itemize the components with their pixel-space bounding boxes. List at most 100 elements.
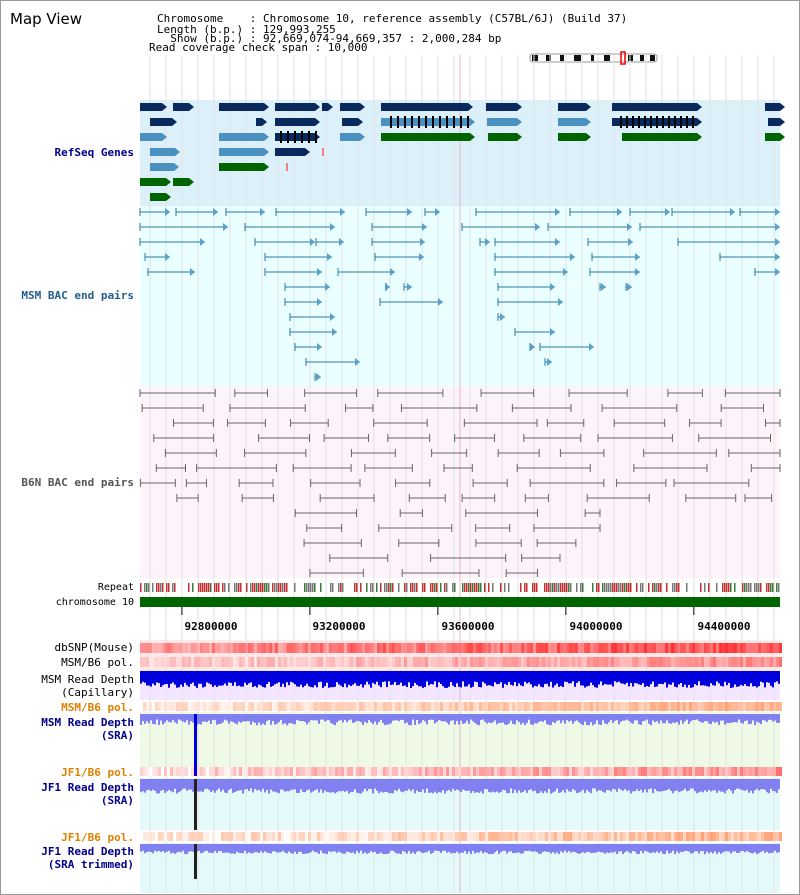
heat-cell [656, 702, 659, 711]
depth-bar [376, 671, 378, 682]
exon-mark [686, 116, 688, 128]
heat-cell [332, 702, 335, 711]
depth-bar [298, 671, 300, 687]
depth-bar [338, 714, 340, 721]
heat-cell [416, 643, 419, 653]
label-line-2: (SRA) [100, 794, 134, 807]
depth-bar [316, 671, 318, 688]
depth-bar [778, 714, 780, 723]
depth-bar [386, 779, 388, 792]
depth-bar [212, 671, 214, 687]
heat-cell [560, 657, 563, 667]
depth-bar [298, 779, 300, 793]
repeat-mark [726, 583, 728, 592]
depth-bar [718, 714, 720, 725]
gene-block [150, 118, 172, 126]
depth-bar [192, 671, 194, 683]
depth-bar [626, 671, 628, 683]
depth-bar [686, 779, 688, 792]
refseq-genes-label[interactable]: RefSeq Genes [54, 146, 134, 159]
msm-depth-capillary-label[interactable]: MSM Read Depth (Capillary) [41, 673, 134, 699]
depth-bar [542, 844, 544, 852]
heat-cell [320, 767, 323, 776]
heat-cell [635, 643, 638, 653]
repeat-mark [192, 583, 194, 592]
heat-cell [593, 643, 596, 653]
depth-bar [320, 844, 322, 851]
heat-cell [743, 643, 746, 653]
depth-bar [608, 844, 610, 854]
exon-mark [644, 116, 646, 128]
heat-cell [524, 643, 527, 653]
depth-bar [546, 844, 548, 852]
depth-bar [546, 779, 548, 793]
heat-cell [332, 767, 335, 776]
msm-bac-label[interactable]: MSM BAC end pairs [21, 289, 134, 302]
repeat-mark [454, 583, 456, 592]
depth-bar [340, 671, 342, 686]
depth-bar [444, 779, 446, 794]
depth-bar [526, 714, 528, 723]
repeat-mark [492, 583, 494, 592]
depth-bar [666, 671, 668, 688]
heat-cell [647, 767, 650, 776]
depth-bar [568, 844, 570, 851]
depth-bar [488, 844, 490, 855]
depth-bar [714, 714, 716, 723]
dbsnp-label[interactable]: dbSNP(Mouse) [54, 641, 134, 654]
heat-cell [455, 832, 458, 841]
heat-cell [596, 767, 599, 776]
repeat-mark [766, 583, 768, 592]
heat-cell [443, 767, 446, 776]
heat-cell [398, 643, 401, 653]
depth-bar [314, 779, 316, 791]
jf1-depth-trimmed-label[interactable]: JF1 Read Depth (SRA trimmed) [41, 845, 134, 871]
heat-cell [329, 767, 332, 776]
heat-cell [245, 702, 248, 711]
depth-bar [152, 844, 154, 854]
depth-bar [254, 671, 256, 687]
heat-cell [359, 767, 362, 776]
b6n-bac-label[interactable]: B6N BAC end pairs [21, 476, 134, 489]
depth-bar [678, 714, 680, 725]
depth-bar [596, 671, 598, 688]
depth-bar [424, 714, 426, 722]
heat-cell [728, 643, 731, 653]
heat-cell [269, 767, 272, 776]
heat-cell [302, 767, 305, 776]
depth-bar [372, 714, 374, 725]
heat-cell [755, 657, 758, 667]
heat-cell [596, 643, 599, 653]
repeat-mark [278, 583, 280, 592]
depth-bar [328, 671, 330, 688]
depth-bar [186, 714, 188, 721]
heat-cell [752, 702, 755, 711]
msm-b6-pol-label-2[interactable]: MSM/B6 pol. [61, 701, 134, 714]
msm-bac-end-arrow [535, 223, 540, 231]
heat-cell [266, 832, 269, 841]
heat-cell [515, 767, 518, 776]
jf1-b6-pol-label-2[interactable]: JF1/B6 pol. [61, 831, 134, 844]
jf1-depth-sra-label[interactable]: JF1 Read Depth (SRA) [41, 781, 134, 807]
jf1-b6-pol-label[interactable]: JF1/B6 pol. [61, 766, 134, 779]
depth-bar [768, 779, 770, 794]
heat-cell [671, 643, 674, 653]
repeat-mark [754, 583, 756, 592]
depth-bar [672, 714, 674, 723]
gene-arrow [166, 193, 171, 201]
repeat-mark [626, 583, 628, 592]
msm-depth-sra-label[interactable]: MSM Read Depth (SRA) [41, 716, 134, 742]
msm-b6-pol-label[interactable]: MSM/B6 pol. [61, 656, 134, 669]
depth-bar [172, 844, 174, 853]
depth-bar [742, 779, 744, 791]
heat-cell [590, 832, 593, 841]
heat-cell [257, 657, 260, 667]
depth-bar [640, 844, 642, 851]
heat-cell [527, 657, 530, 667]
depth-bar [632, 671, 634, 687]
depth-bar [260, 714, 262, 726]
heat-cell [677, 657, 680, 667]
depth-bar [292, 671, 294, 683]
heat-cell [776, 643, 779, 653]
repeat-mark [592, 583, 594, 592]
